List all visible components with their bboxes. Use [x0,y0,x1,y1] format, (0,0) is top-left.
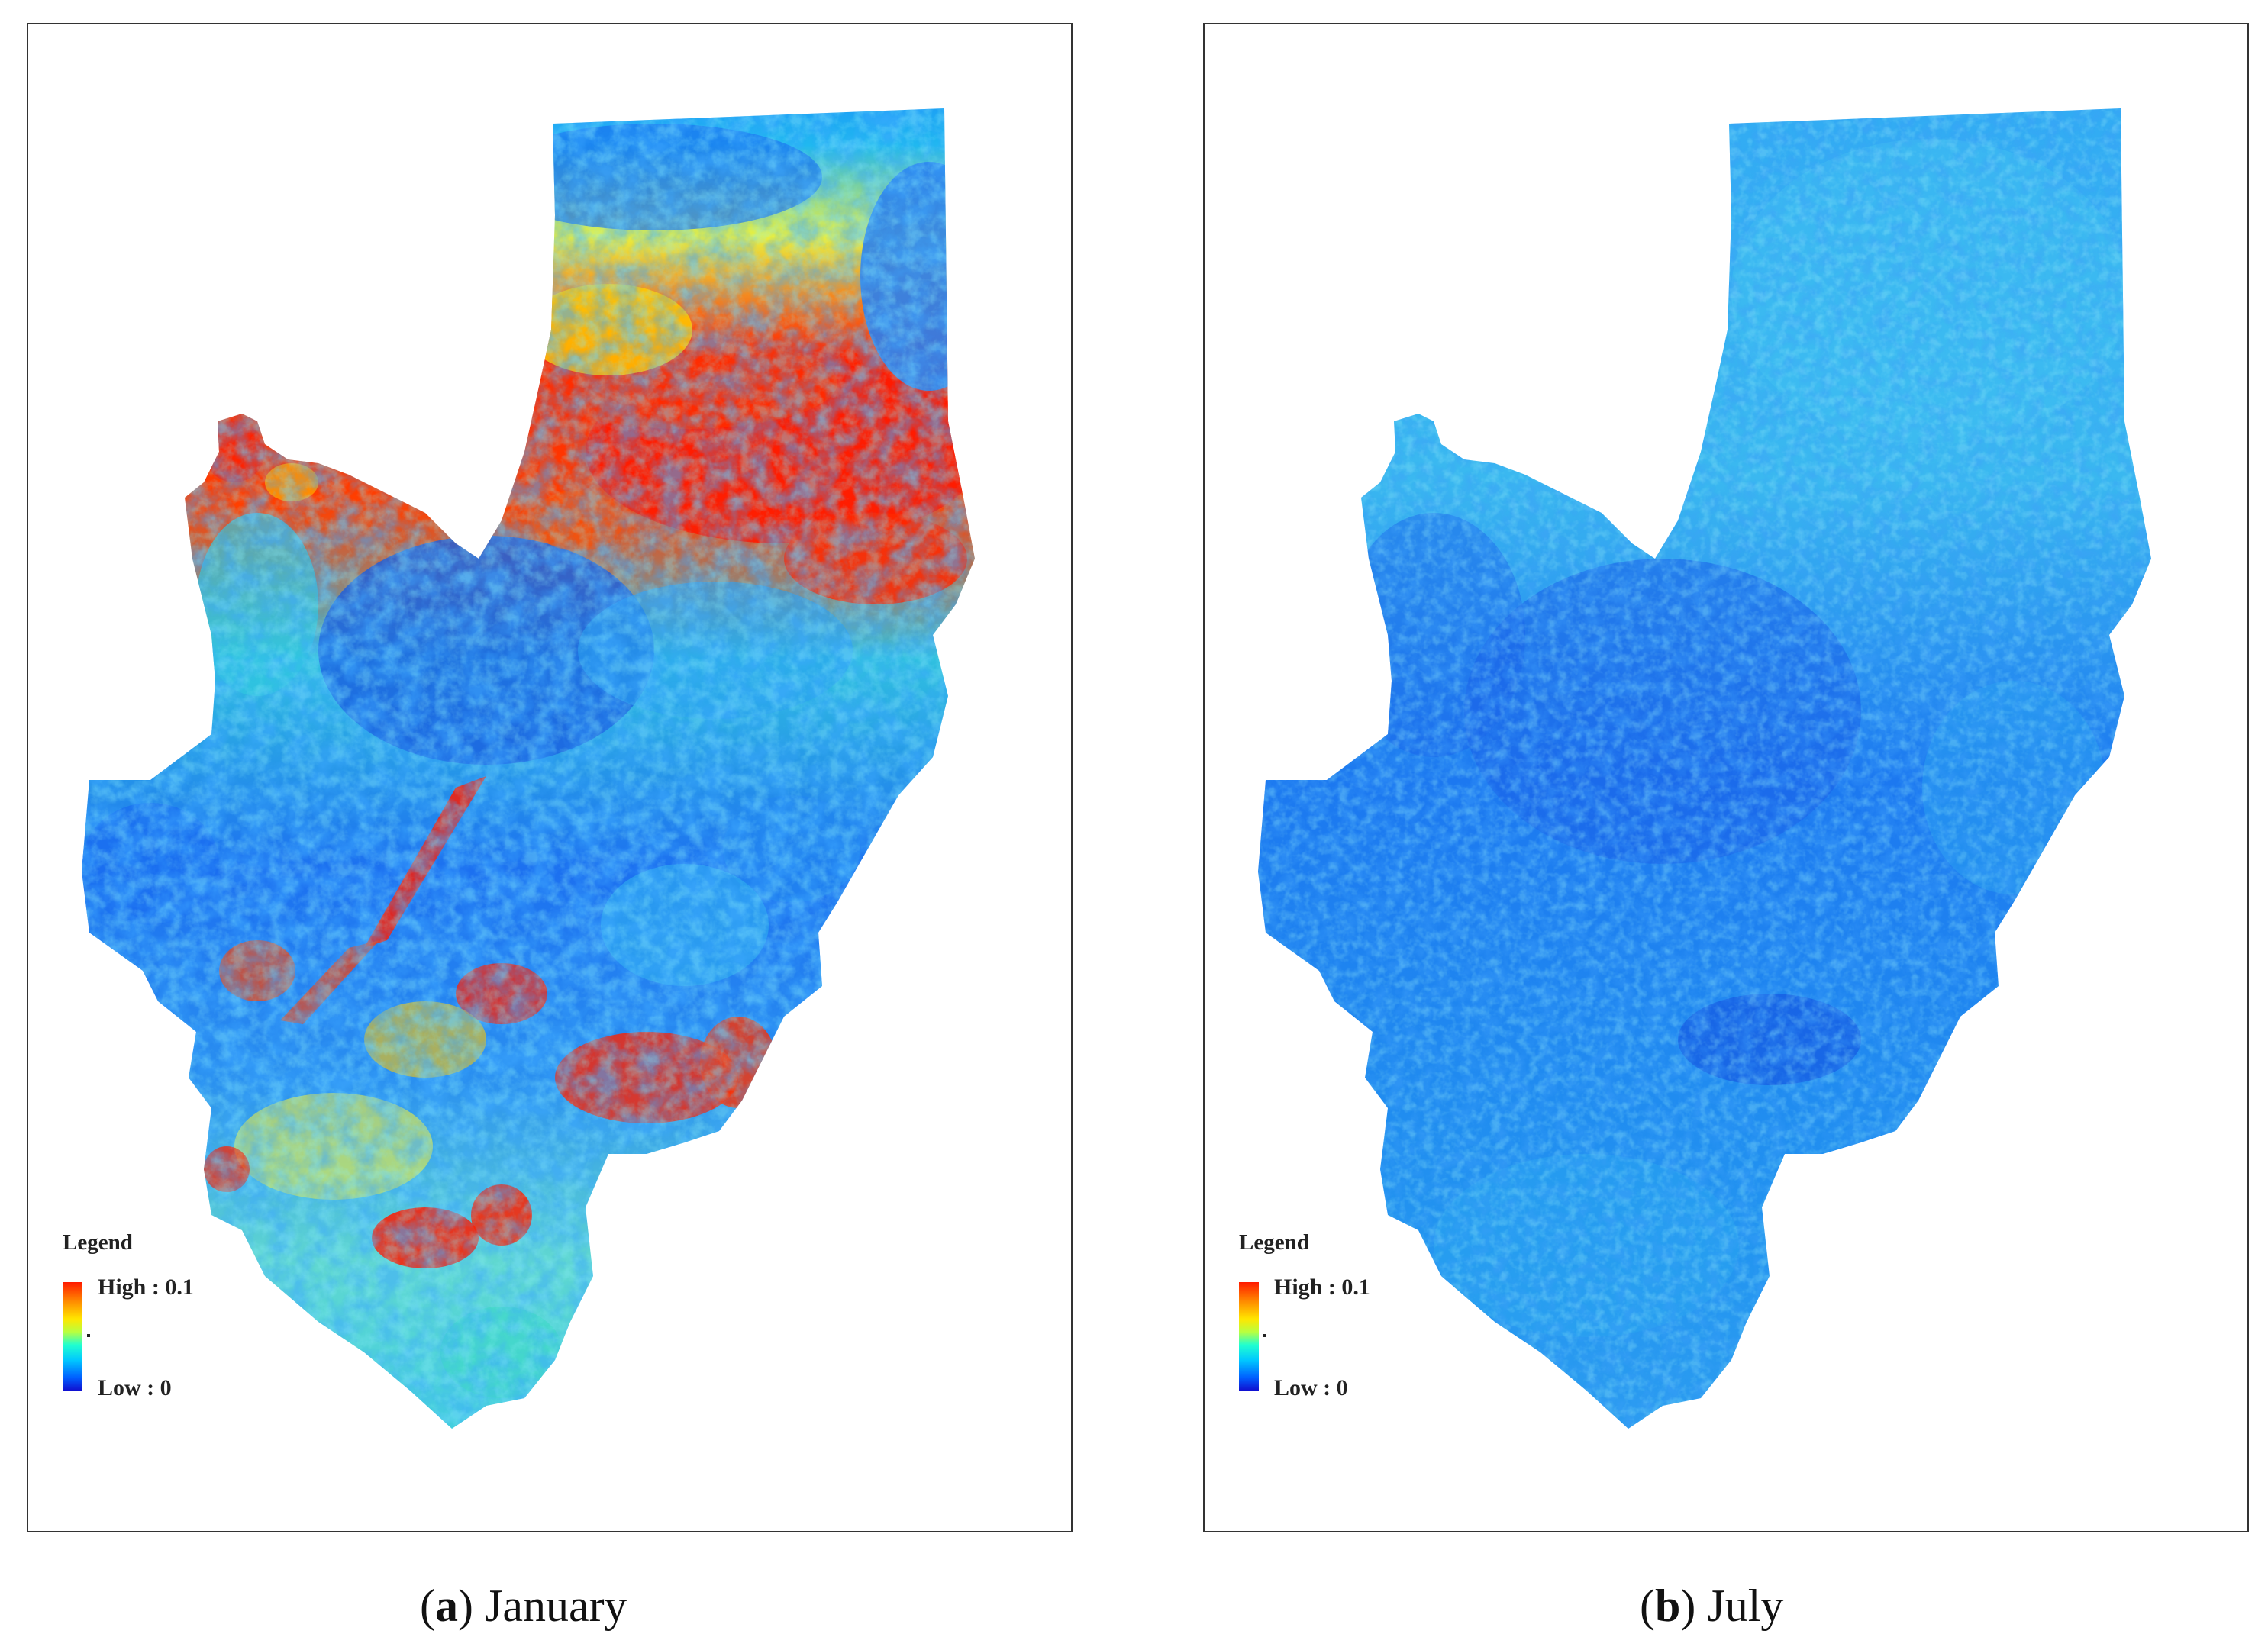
map-panel-january: Legend High : 0.1 Low : 0 [27,23,1073,1532]
legend-low-label: Low : 0 [98,1375,172,1400]
legend-mid-tick [87,1334,90,1337]
legend-color-ramp [1239,1282,1259,1391]
legend-high-label: High : 0.1 [1274,1275,1370,1300]
region-map-july [1258,108,2151,1429]
legend-low-label: Low : 0 [1274,1375,1348,1400]
caption-letter: b [1654,1581,1681,1631]
legend-mid-tick [1263,1334,1266,1337]
legend-color-ramp [63,1282,82,1391]
caption-january: (a) January [420,1581,627,1631]
legend-january: Legend High : 0.1 Low : 0 [63,1230,261,1444]
caption-july: (b) July [1640,1581,1784,1631]
caption-letter: a [434,1581,458,1631]
map-panel-july: Legend High : 0.1 Low : 0 [1203,23,2249,1532]
legend-title: Legend [63,1230,133,1255]
caption-text: January [484,1581,627,1631]
region-map-january [82,108,975,1429]
caption-text: July [1707,1581,1784,1631]
legend-july: Legend High : 0.1 Low : 0 [1239,1230,1437,1444]
legend-high-label: High : 0.1 [98,1275,194,1300]
legend-title: Legend [1239,1230,1309,1255]
